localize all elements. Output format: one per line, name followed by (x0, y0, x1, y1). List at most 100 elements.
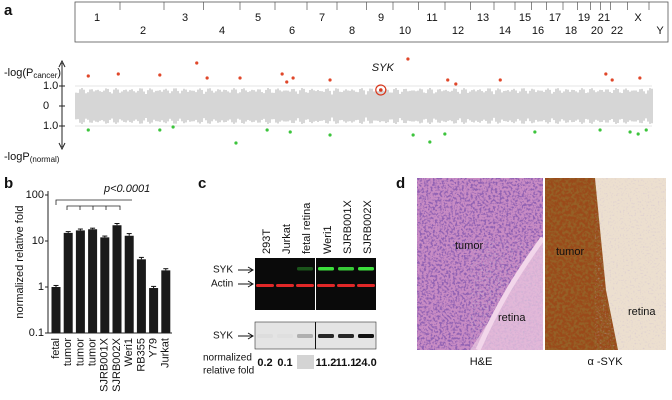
background-band (129, 89, 131, 123)
point (238, 76, 242, 80)
fold-value: 0.2 (257, 357, 272, 369)
background-band (463, 88, 465, 124)
background-band (191, 90, 193, 122)
background-band (193, 90, 195, 122)
background-band (83, 89, 85, 123)
point (406, 57, 410, 61)
background-band (557, 88, 559, 124)
x-tick-label: tumor (62, 338, 74, 366)
background-band (635, 90, 637, 122)
background-band (299, 90, 301, 122)
background-band (323, 91, 325, 121)
chromosome-label: 3 (182, 12, 188, 24)
background-band (415, 91, 417, 121)
background-band (369, 88, 371, 124)
background-band (105, 88, 107, 124)
background-band (433, 93, 435, 119)
background-band (497, 88, 499, 124)
background-band (619, 92, 621, 120)
x-tick-label: Jurkat (160, 338, 172, 368)
background-band (157, 90, 159, 122)
background-band (289, 91, 291, 121)
background-band (211, 90, 213, 122)
chromosome-label: 6 (289, 25, 295, 37)
background-band (93, 91, 95, 121)
syk-chemi-band (257, 334, 273, 338)
background-band (577, 92, 579, 120)
highlight-point (379, 88, 383, 92)
background-band (185, 89, 187, 123)
background-band (531, 88, 533, 124)
background-band (115, 88, 117, 124)
x-tick-label: RB355 (135, 338, 147, 372)
background-band (203, 93, 205, 119)
background-band (515, 90, 517, 122)
p-value: p<0.0001 (103, 183, 150, 195)
background-band (467, 92, 469, 120)
syk-chemi-band (358, 334, 374, 338)
background-band (429, 88, 431, 124)
background-band (443, 90, 445, 122)
background-band (573, 89, 575, 123)
point (598, 128, 602, 132)
panel-label: d (396, 175, 405, 192)
bar (161, 270, 171, 333)
background-band (527, 93, 529, 119)
actin-band (337, 284, 355, 287)
point (446, 78, 450, 82)
background-band (247, 92, 249, 120)
background-band (291, 89, 293, 123)
syk-band (338, 267, 354, 271)
background-band (221, 91, 223, 121)
background-band (265, 89, 267, 123)
background-band (133, 91, 135, 121)
syk-band (297, 267, 313, 271)
band-label: Actin (211, 279, 233, 290)
syk-chemi-band (338, 334, 354, 338)
background-band (395, 88, 397, 124)
background-band (365, 94, 367, 118)
fold-value: 24.0 (355, 357, 376, 369)
background-band (623, 89, 625, 123)
fold-value: 0.1 (277, 357, 292, 369)
background-band (309, 89, 311, 123)
background-band (407, 91, 409, 121)
background-band (311, 88, 313, 124)
background-band (541, 90, 543, 122)
background-band (383, 90, 385, 122)
background-band (219, 89, 221, 123)
background-band (363, 90, 365, 122)
background-band (165, 88, 167, 124)
fold-label: normalized (203, 353, 252, 364)
lane-label: Jurkat (281, 224, 293, 254)
background-band (207, 88, 209, 124)
background-band (215, 91, 217, 121)
background-band (243, 88, 245, 124)
background-band (495, 90, 497, 122)
background-band (195, 92, 197, 120)
band-arrows (238, 266, 254, 340)
background-band (97, 89, 99, 123)
background-band (257, 89, 259, 123)
background-band (421, 89, 423, 123)
background-band (87, 92, 89, 120)
syk-chemi-band (318, 334, 334, 338)
background-band (123, 90, 125, 122)
lane-label: SJRB001X (342, 200, 354, 254)
background-band (465, 89, 467, 123)
background-band (167, 90, 169, 122)
bar (75, 230, 85, 333)
background-band (539, 90, 541, 122)
background-band (401, 91, 403, 121)
chromosome-label: 20 (591, 25, 603, 37)
background-band (399, 93, 401, 119)
syk-band (358, 267, 374, 271)
background-band (75, 92, 77, 120)
background-band (579, 89, 581, 123)
y-label-top: -log(Pcancer) (4, 67, 61, 80)
background-band (391, 92, 393, 120)
background-band (241, 88, 243, 124)
background-band (435, 92, 437, 120)
background-band (163, 89, 165, 123)
